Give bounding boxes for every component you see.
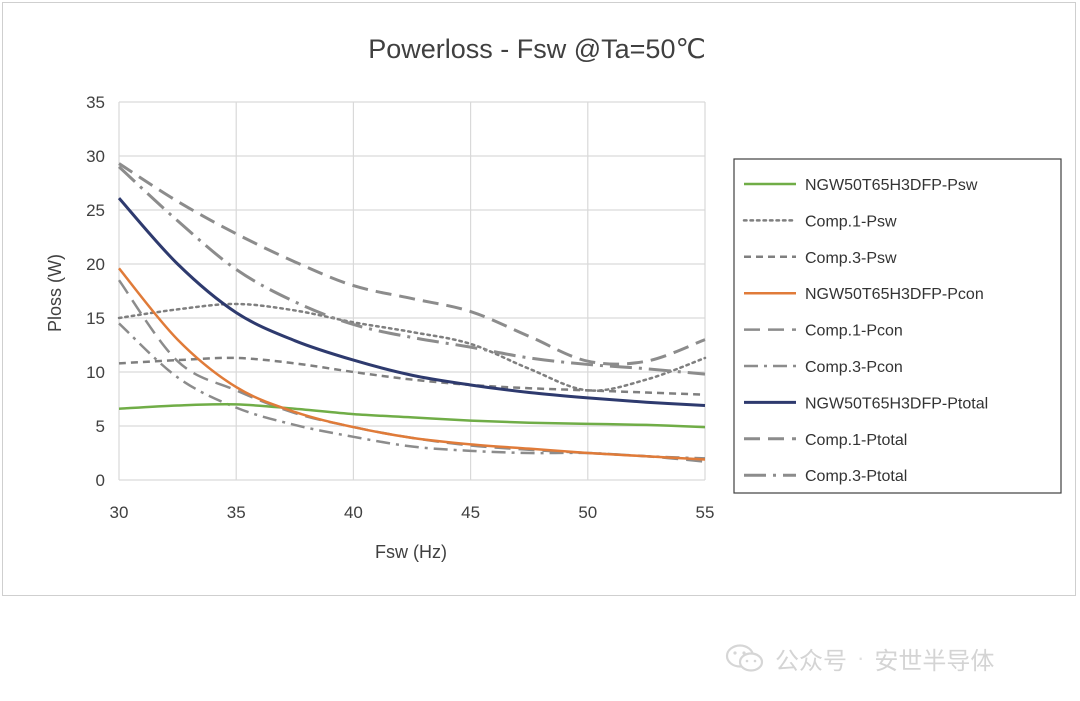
x-tick-label: 30 bbox=[110, 503, 129, 522]
legend-entry: Comp.1-Ptotal bbox=[805, 432, 907, 449]
x-tick-label: 45 bbox=[461, 503, 480, 522]
y-tick-label: 10 bbox=[86, 363, 105, 382]
legend-entry: NGW50T65H3DFP-Ptotal bbox=[805, 395, 988, 412]
x-tick-label: 40 bbox=[344, 503, 363, 522]
series-line-4 bbox=[117, 279, 706, 463]
y-tick-label: 30 bbox=[86, 147, 105, 166]
legend-entry: Comp.3-Psw bbox=[805, 250, 897, 267]
x-tick-label: 35 bbox=[227, 503, 246, 522]
series-line-3 bbox=[118, 267, 706, 461]
y-tick-label: 25 bbox=[86, 201, 105, 220]
series-line-8 bbox=[117, 165, 706, 376]
legend-entry: NGW50T65H3DFP-Pcon bbox=[805, 286, 984, 303]
y-tick-label: 0 bbox=[96, 471, 105, 490]
legend-entry: Comp.1-Pcon bbox=[805, 323, 903, 340]
x-tick-label: 50 bbox=[578, 503, 597, 522]
y-axis-label: Ploss (W) bbox=[45, 254, 65, 332]
watermark-name: 安世半导体 bbox=[874, 647, 995, 675]
chart-frame: Powerloss - Fsw @Ta=50℃ 0 5 10 15 20 25 30 35 30… bbox=[2, 2, 1076, 596]
legend-entry: Comp.1-Psw bbox=[805, 213, 897, 230]
legend-entry: NGW50T65H3DFP-Psw bbox=[805, 177, 978, 194]
series-lines bbox=[117, 162, 707, 463]
chart: Powerloss - Fsw @Ta=50℃ 0 5 10 15 20 25 30 35 30… bbox=[45, 34, 1062, 562]
y-tick-label: 20 bbox=[86, 255, 105, 274]
legend: NGW50T65H3DFP-Psw Comp.1-Psw Comp.3-Psw NGW… bbox=[733, 158, 1062, 494]
watermark-account-label: 公众号 bbox=[775, 647, 847, 675]
x-tick-label: 55 bbox=[696, 503, 715, 522]
series-line-0 bbox=[118, 402, 706, 429]
x-axis-label: Fsw (Hz) bbox=[375, 542, 447, 562]
series-line-6 bbox=[117, 197, 706, 407]
watermark: 公众号 · 安世半导体 bbox=[725, 640, 994, 676]
legend-box bbox=[733, 158, 1062, 494]
y-tick-label: 35 bbox=[86, 93, 105, 112]
legend-entry: Comp.3-Ptotal bbox=[805, 468, 907, 485]
series-line-5 bbox=[118, 322, 706, 460]
wechat-icon bbox=[725, 644, 764, 672]
y-tick-label: 15 bbox=[86, 309, 105, 328]
grid bbox=[118, 101, 706, 481]
y-tick-label: 5 bbox=[96, 417, 105, 436]
series-line-2 bbox=[118, 356, 706, 396]
axis-ticks: 0 5 10 15 20 25 30 35 30 35 40 45 50 55 bbox=[86, 93, 714, 522]
legend-entry: Comp.3-Pcon bbox=[805, 359, 903, 376]
chart-title: Powerloss - Fsw @Ta=50℃ bbox=[368, 34, 706, 64]
series-line-7 bbox=[118, 162, 706, 366]
watermark-separator: · bbox=[857, 645, 865, 670]
series-line-1 bbox=[117, 302, 707, 392]
